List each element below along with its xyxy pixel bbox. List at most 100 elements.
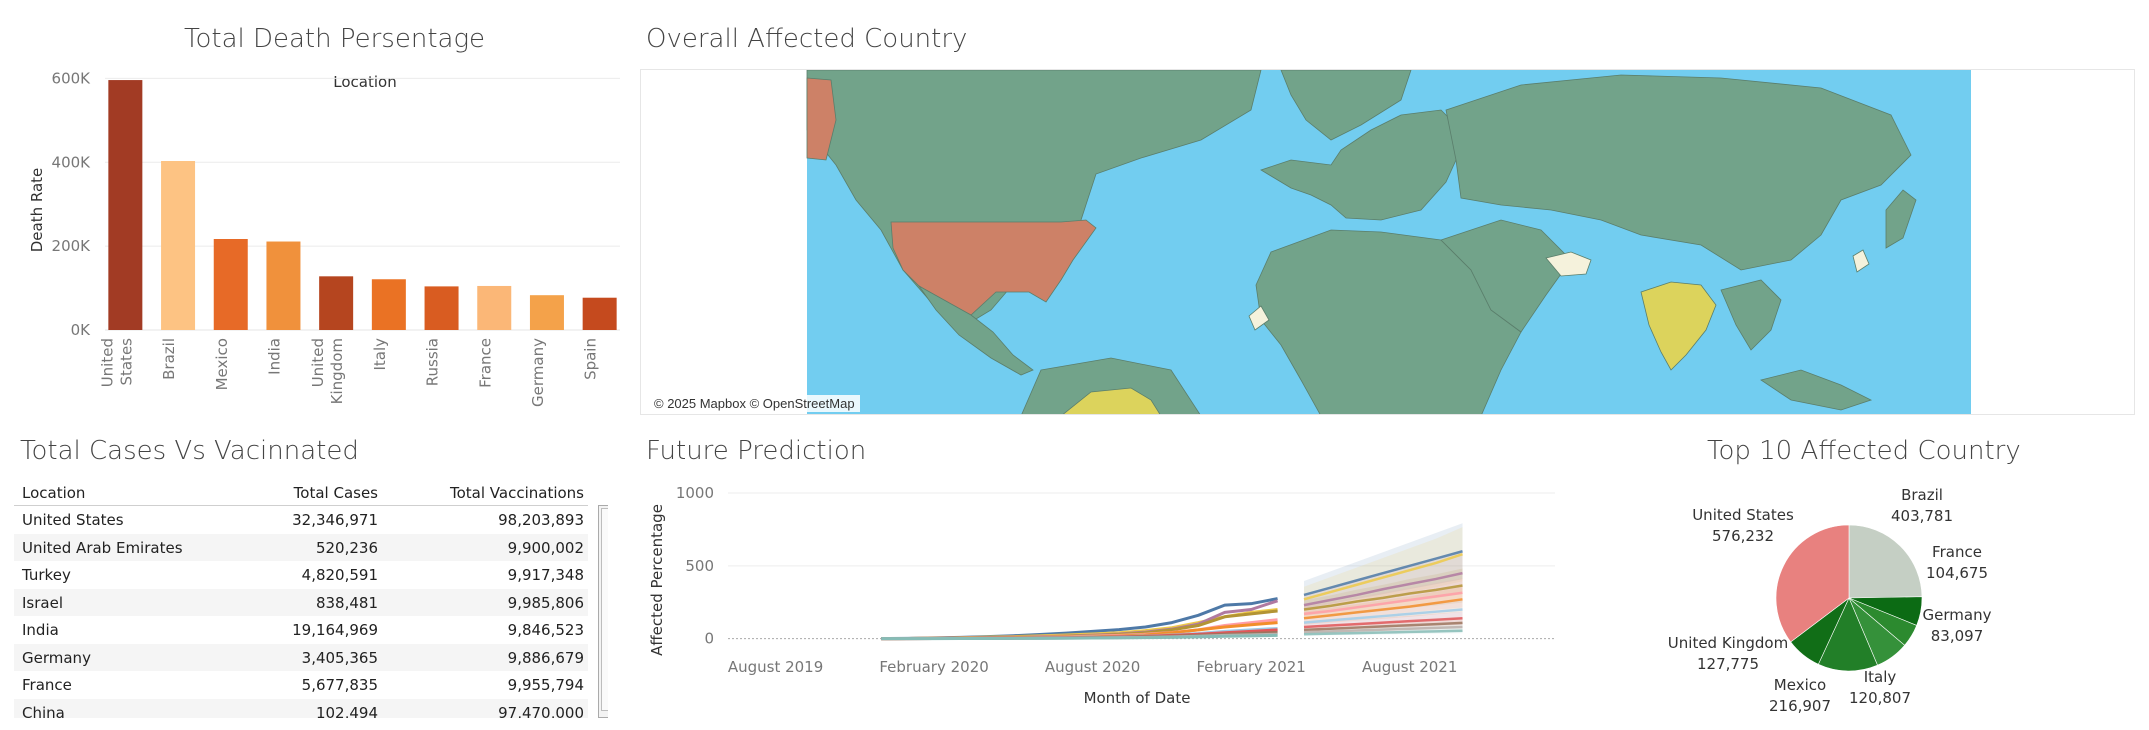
bar-9[interactable] — [582, 297, 617, 330]
forecast-series-line[interactable] — [1303, 608, 1463, 624]
forecast-series-line[interactable] — [1303, 550, 1463, 597]
cell-location: China — [22, 703, 65, 719]
bar-4[interactable] — [319, 276, 354, 330]
line-xlabel: Month of Date — [1084, 689, 1191, 707]
bar-6[interactable] — [424, 286, 459, 330]
pie-title: Top 10 Affected Country — [1707, 436, 2021, 466]
forecast-band — [1303, 527, 1463, 612]
bar-category-label: Brazil — [160, 338, 178, 380]
map-country-alaska[interactable] — [806, 77, 837, 161]
line-xtick-label: February 2021 — [1196, 658, 1305, 676]
line-ytick-label: 0 — [704, 630, 714, 648]
col-total-vaccinations[interactable]: Total Vaccinations — [450, 484, 584, 502]
bar-category-label: Spain — [582, 338, 600, 380]
map-attribution[interactable]: © 2025 Mapbox © OpenStreetMap — [649, 395, 860, 412]
bar-8[interactable] — [529, 295, 564, 330]
forecast-series-line[interactable] — [1303, 598, 1463, 620]
pie-slice-value: 83,097 — [1931, 627, 1984, 645]
cell-location: Turkey — [22, 566, 71, 584]
forecast-series-line[interactable] — [1303, 621, 1463, 632]
bar-category-label: Russia — [424, 338, 442, 386]
map-country-turkmenistan[interactable] — [1545, 251, 1592, 277]
table-scrollbar[interactable] — [598, 505, 608, 718]
bar-7[interactable] — [477, 285, 512, 330]
map-land-central-america[interactable] — [918, 285, 1034, 376]
map-country-india[interactable] — [1640, 281, 1717, 371]
table-row[interactable]: Turkey 4,820,591 9,917,348 — [14, 561, 588, 589]
map-land-indonesia[interactable] — [1760, 369, 1873, 411]
map-land-japan[interactable] — [1885, 189, 1917, 249]
map-canvas[interactable] — [641, 70, 2135, 415]
forecast-series-line[interactable] — [1303, 552, 1463, 601]
forecast-series-line[interactable] — [1303, 584, 1463, 611]
cell-total-vaccinations: 9,886,679 — [507, 648, 584, 667]
pie-slice-value: 403,781 — [1891, 507, 1953, 525]
bar-category-label: Italy — [371, 338, 389, 371]
cell-total-cases: 3,405,365 — [301, 648, 378, 667]
bar-category-label: France — [476, 338, 494, 388]
bar-1[interactable] — [161, 161, 196, 330]
cell-location: India — [22, 621, 59, 639]
line-xtick-label: August 2020 — [1045, 658, 1140, 676]
forecast-band — [1303, 552, 1463, 616]
map-land-south-america[interactable] — [1021, 357, 1201, 415]
bar-5[interactable] — [371, 279, 406, 330]
map-land-southeast-asia[interactable] — [1720, 279, 1782, 351]
map-title: Overall Affected Country — [646, 24, 968, 54]
col-location[interactable]: Location — [22, 484, 86, 502]
bar-3[interactable] — [266, 241, 301, 330]
pie-slice-value: 216,907 — [1769, 697, 1831, 715]
bar-header-location: Location — [333, 73, 396, 91]
table-title: Total Cases Vs Vacinnated — [20, 436, 359, 466]
table-row[interactable]: United Arab Emirates 520,236 9,900,002 — [14, 533, 588, 561]
death-chart-title: Total Death Persentage — [184, 24, 486, 54]
pie-slice-value: 120,807 — [1849, 689, 1911, 707]
cases-vaccination-table[interactable]: Location Total Cases Total Vaccinations … — [14, 478, 608, 718]
pie-slice[interactable] — [1775, 524, 1850, 643]
map-country-korea[interactable] — [1852, 249, 1870, 273]
map-country-western-sahara[interactable] — [1248, 305, 1270, 331]
pie-slice-label: United States — [1692, 506, 1794, 524]
bar-ytick-label: 600K — [52, 69, 92, 87]
table-row[interactable]: France 5,677,835 9,955,794 — [14, 671, 588, 699]
map-land-asia[interactable] — [1445, 74, 1912, 271]
forecast-series-line[interactable] — [1303, 616, 1463, 629]
map-land-middle-east[interactable] — [1440, 219, 1572, 333]
table-row[interactable]: China 102,494 97,470,000 — [14, 698, 588, 719]
prediction-line-chart[interactable]: 0 500 1000 Affected Percentage August 2019 Fe… — [640, 475, 1580, 715]
line-ylabel: Affected Percentage — [648, 504, 666, 656]
table-row[interactable]: Israel 838,481 9,985,806 — [14, 588, 588, 616]
cell-total-cases: 838,481 — [315, 593, 378, 612]
forecast-series-line[interactable] — [1303, 571, 1463, 607]
forecast-series-line[interactable] — [1303, 591, 1463, 616]
pie-slice[interactable] — [1817, 597, 1878, 672]
cell-total-vaccinations: 9,917,348 — [507, 566, 584, 584]
col-total-cases[interactable]: Total Cases — [293, 484, 378, 502]
world-map[interactable]: © 2025 Mapbox © OpenStreetMap — [640, 69, 2135, 415]
map-land-greenland[interactable] — [1280, 70, 1412, 141]
bar-ylabel: Death Rate — [28, 168, 46, 253]
pie-slice[interactable] — [1848, 524, 1923, 599]
line-ytick-label: 1000 — [676, 484, 714, 502]
forecast-band — [1303, 586, 1463, 625]
table-scroll-thumb[interactable] — [601, 508, 608, 711]
actual-series-line[interactable] — [881, 633, 1278, 641]
cell-location: Germany — [22, 648, 91, 667]
table-row[interactable]: India 19,164,969 9,846,523 — [14, 616, 588, 644]
map-land-africa[interactable] — [1255, 229, 1522, 415]
top10-pie-chart[interactable]: Brazil 403,781 France 104,675 Germany 83,097 I… — [1660, 480, 2090, 730]
bar-category-label: United — [309, 338, 327, 387]
map-country-brazil[interactable] — [1061, 387, 1161, 415]
map-country-united-states[interactable] — [890, 219, 1097, 316]
bar-2[interactable] — [213, 239, 248, 330]
pie-slice-value: 104,675 — [1926, 564, 1988, 582]
pie-slice-value: 127,775 — [1697, 655, 1759, 673]
bar-0[interactable] — [108, 80, 143, 330]
pie-slice-label: Mexico — [1774, 676, 1826, 694]
forecast-series-line[interactable] — [1303, 629, 1463, 636]
table-row[interactable]: Germany 3,405,365 9,886,679 — [14, 643, 588, 671]
forecast-series-line[interactable] — [1303, 625, 1463, 634]
table-row[interactable]: United States 32,346,971 98,203,893 — [14, 506, 588, 534]
bar-ytick-label: 200K — [52, 237, 92, 255]
